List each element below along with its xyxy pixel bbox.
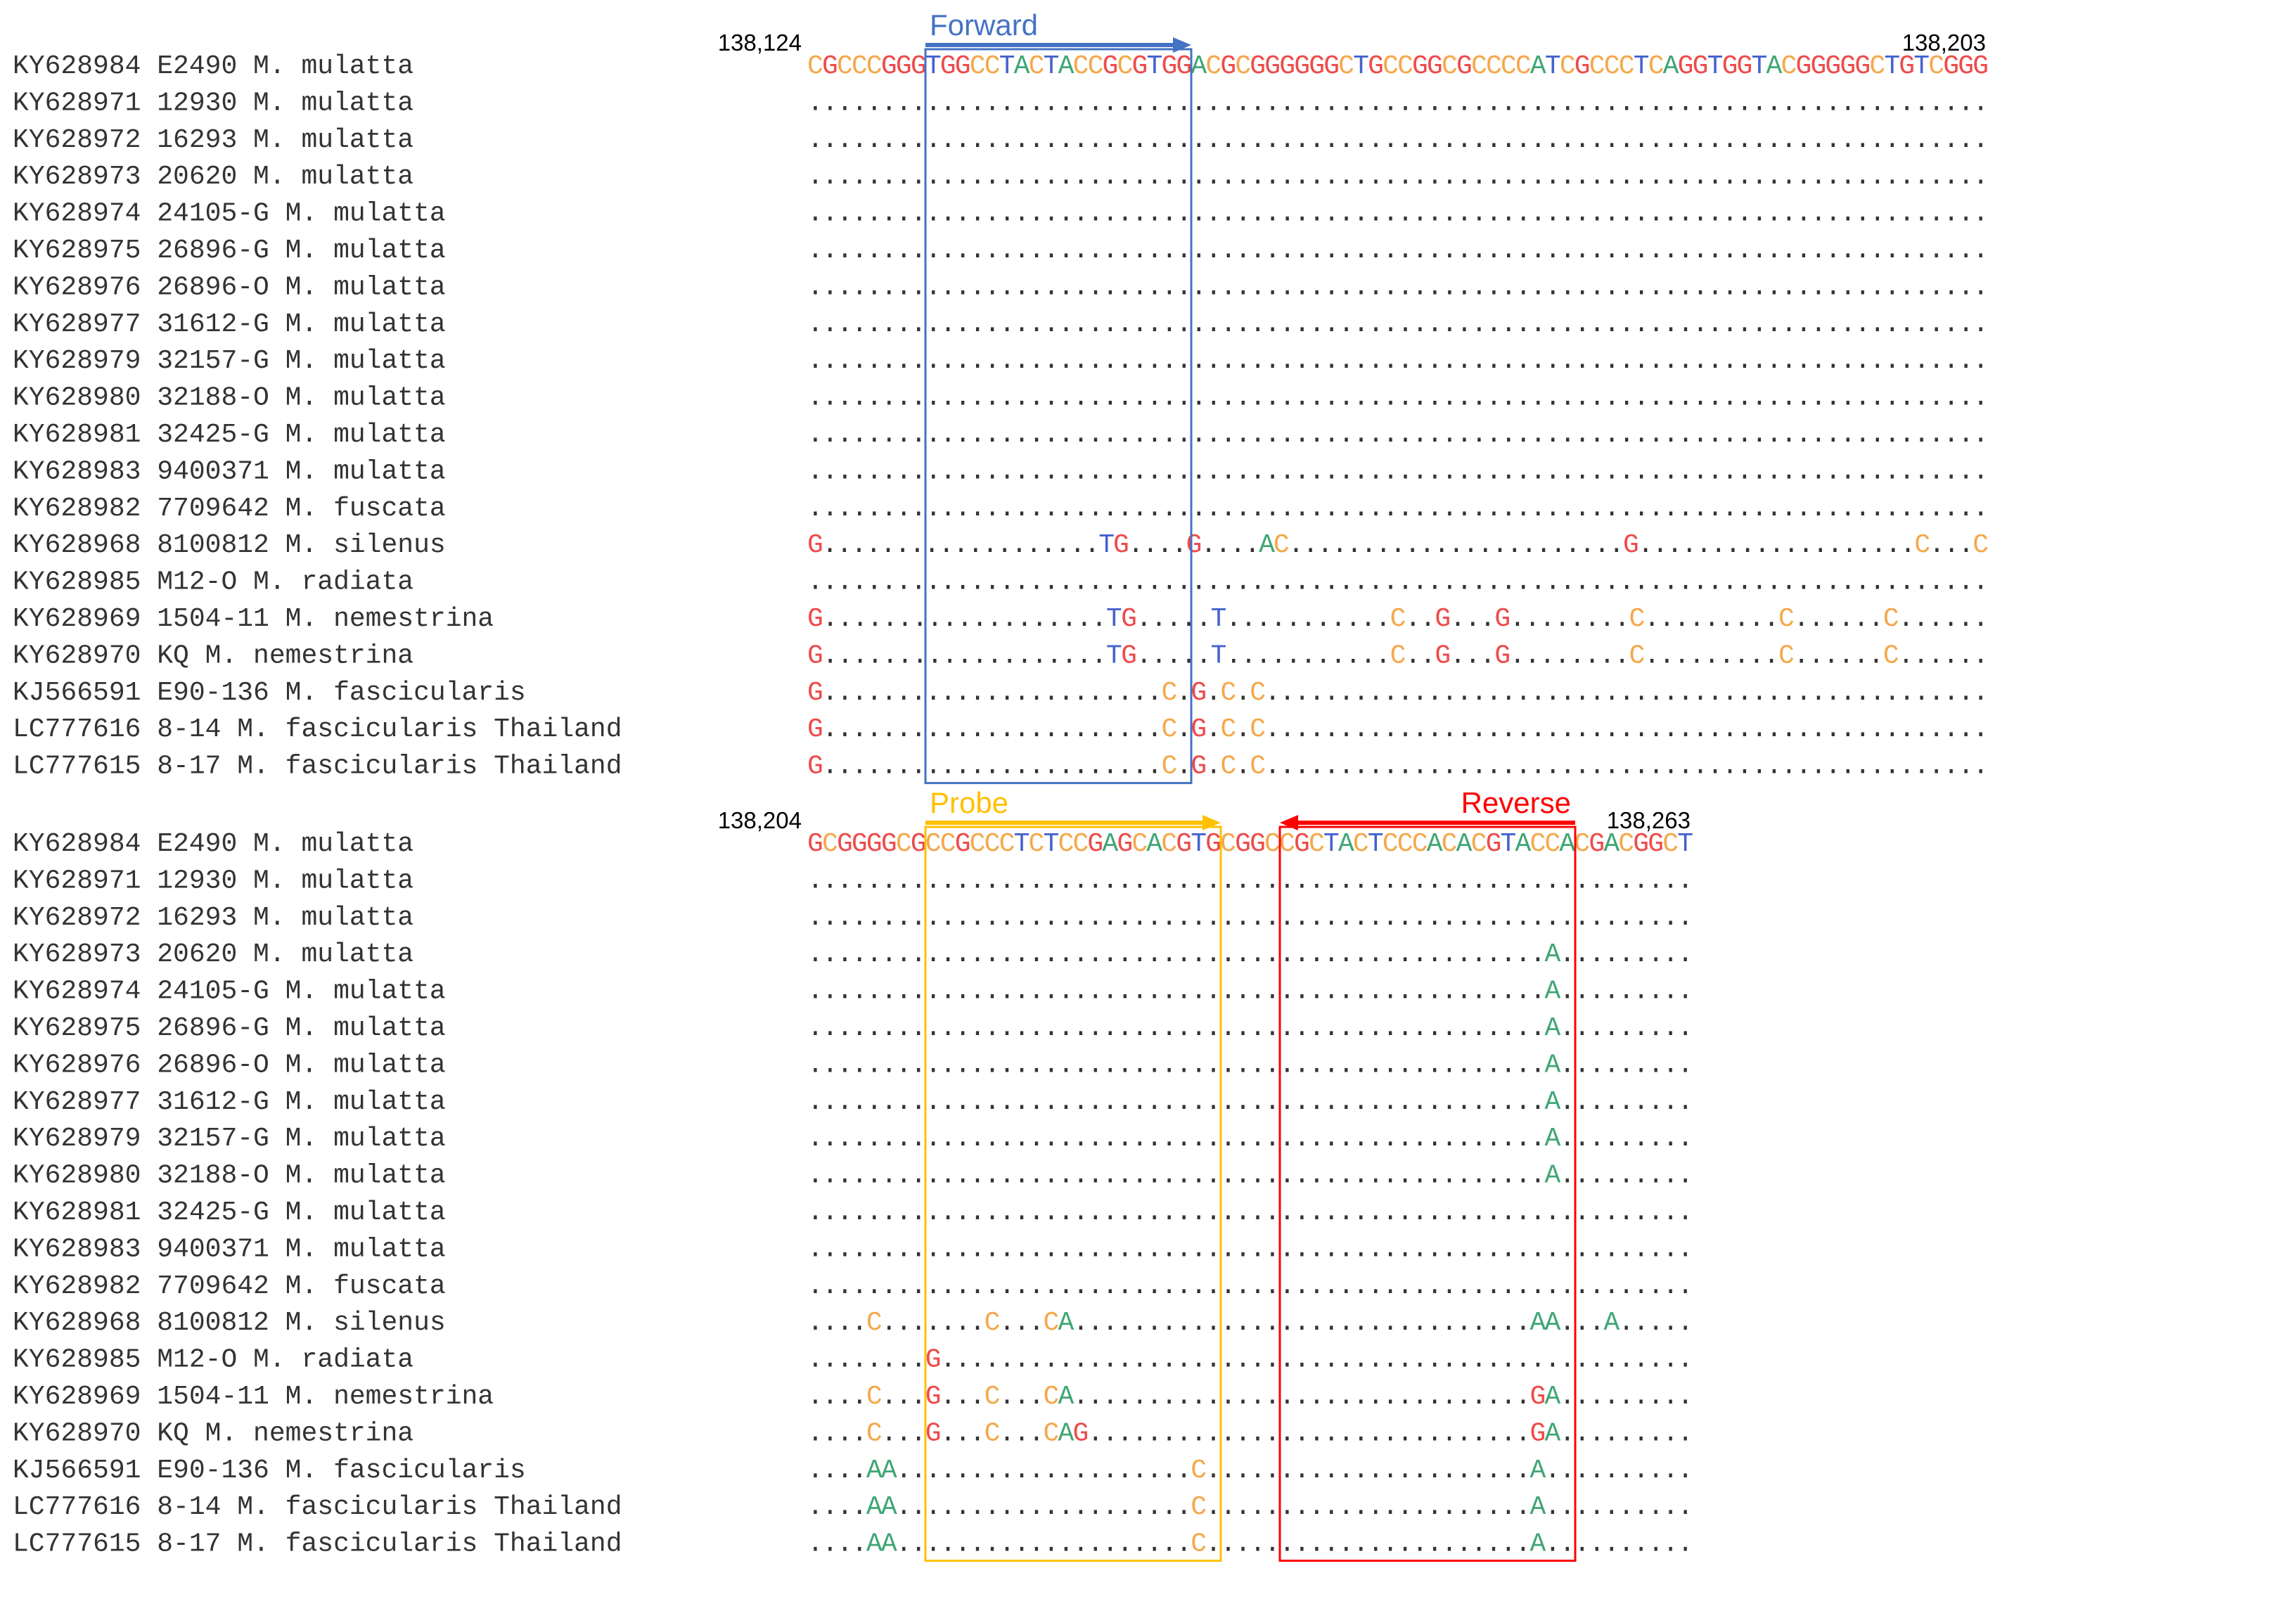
aligned-sequence-row: ........................................…	[807, 456, 1989, 487]
sequence-label: KY628974 24105-G M. mulatta	[13, 977, 446, 1007]
forward-label: Forward	[930, 8, 1038, 41]
end-position-label: 138,203	[1902, 30, 1986, 56]
sequence-label: KY628968 8100812 M. silenus	[13, 530, 446, 560]
aligned-sequence-row: ........................................…	[807, 866, 1693, 896]
aligned-sequence-row: ........................................…	[807, 125, 1989, 155]
sequence-label: KY628971 12930 M. mulatta	[13, 88, 413, 118]
start-position-label: 138,204	[718, 807, 802, 833]
aligned-sequence-row: ........................................…	[807, 383, 1989, 413]
sequence-label: KY628985 M12-O M. radiata	[13, 567, 413, 598]
aligned-sequence-row: ........................................…	[807, 199, 1989, 229]
sequence-label: KY628974 24105-G M. mulatta	[13, 199, 446, 229]
sequence-label: KY628980 32188-O M. mulatta	[13, 1161, 446, 1191]
sequence-label: KY628984 E2490 M. mulatta	[13, 51, 413, 82]
sequence-label: LC777615 8-17 M. fascicularis Thailand	[13, 752, 622, 782]
aligned-sequence-row: ....C.......C...CA......................…	[807, 1308, 1693, 1338]
sequence-label: KY628984 E2490 M. mulatta	[13, 829, 413, 859]
sequence-label: LC777616 8-14 M. fascicularis Thailand	[13, 714, 622, 745]
reference-sequence: GCGGGGCGCCGCCCTCTCCGAGCACGTGCGGCCGCTACTC…	[807, 829, 1693, 859]
aligned-sequence-row: ....AA....................C.............…	[807, 1492, 1693, 1522]
sequence-label: KY628982 7709642 M. fuscata	[13, 1271, 446, 1302]
sequence-label: KY628970 KQ M. nemestrina	[13, 1418, 413, 1449]
sequence-label: KY628979 32157-G M. mulatta	[13, 1124, 446, 1154]
aligned-sequence-row: ....AA....................C.............…	[807, 1456, 1693, 1486]
aligned-sequence-row: ........G...............................…	[807, 1345, 1693, 1375]
start-position-label: 138,124	[718, 30, 802, 56]
aligned-sequence-row: ........................................…	[807, 1124, 1693, 1154]
aligned-sequence-row: ....C...G...C...CA......................…	[807, 1382, 1693, 1412]
end-position-label: 138,263	[1607, 807, 1691, 833]
reverse-label: Reverse	[1461, 786, 1571, 819]
aligned-sequence-row: G...................TG.....T...........C…	[807, 604, 1989, 634]
sequence-label: KY628977 31612-G M. mulatta	[13, 309, 446, 340]
probe-label: Probe	[930, 786, 1008, 819]
aligned-sequence-row: ....AA....................C.............…	[807, 1529, 1693, 1560]
sequence-label: KY628980 32188-O M. mulatta	[13, 383, 446, 413]
probe-arrow	[925, 815, 1221, 830]
aligned-sequence-row: ........................................…	[807, 1234, 1693, 1264]
aligned-sequence-row: ........................................…	[807, 939, 1693, 970]
sequence-label: LC777616 8-14 M. fascicularis Thailand	[13, 1492, 622, 1522]
sequence-label: KY628973 20620 M. mulatta	[13, 939, 413, 970]
aligned-sequence-row: ........................................…	[807, 1050, 1693, 1080]
sequence-label: KY628972 16293 M. mulatta	[13, 903, 413, 933]
sequence-label: KY628969 1504-11 M. nemestrina	[13, 1382, 494, 1412]
sequence-label: KY628985 M12-O M. radiata	[13, 1345, 413, 1375]
aligned-sequence-row: G...................TG....G....AC.......…	[807, 530, 1989, 560]
aligned-sequence-row: ........................................…	[807, 494, 1989, 524]
sequence-label: KY628968 8100812 M. silenus	[13, 1308, 446, 1338]
reverse-arrow	[1280, 815, 1575, 830]
sequence-label: KY628969 1504-11 M. nemestrina	[13, 604, 494, 634]
sequence-label: LC777615 8-17 M. fascicularis Thailand	[13, 1529, 622, 1560]
sequence-label: KY628982 7709642 M. fuscata	[13, 494, 446, 524]
aligned-sequence-row: G.......................C.G.C.C.........…	[807, 678, 1989, 708]
sequence-label: KY628970 KQ M. nemestrina	[13, 641, 413, 671]
sequence-label: KY628973 20620 M. mulatta	[13, 162, 413, 192]
sequence-label: KY628983 9400371 M. mulatta	[13, 456, 446, 487]
forward-region-box	[924, 48, 1193, 785]
aligned-sequence-row: ........................................…	[807, 272, 1989, 302]
aligned-sequence-row: G...................TG.....T...........C…	[807, 641, 1989, 671]
aligned-sequence-row: ........................................…	[807, 1013, 1693, 1043]
probe-region-box	[924, 826, 1222, 1562]
aligned-sequence-row: ........................................…	[807, 88, 1989, 118]
aligned-sequence-row: ........................................…	[807, 162, 1989, 192]
reverse-region-box	[1278, 826, 1577, 1562]
aligned-sequence-row: ........................................…	[807, 346, 1989, 376]
sequence-label: KY628975 26896-G M. mulatta	[13, 1013, 446, 1043]
sequence-label: KY628979 32157-G M. mulatta	[13, 346, 446, 376]
aligned-sequence-row: ........................................…	[807, 1161, 1693, 1191]
sequence-label: KY628977 31612-G M. mulatta	[13, 1087, 446, 1117]
aligned-sequence-row: ....C...G...C...CAG.....................…	[807, 1418, 1693, 1449]
aligned-sequence-row: ........................................…	[807, 977, 1693, 1007]
aligned-sequence-row: G.......................C.G.C.C.........…	[807, 752, 1989, 782]
aligned-sequence-row: ........................................…	[807, 567, 1989, 598]
sequence-label: KY628976 26896-O M. mulatta	[13, 272, 446, 302]
aligned-sequence-row: ........................................…	[807, 1271, 1693, 1302]
sequence-label: KJ566591 E90-136 M. fascicularis	[13, 1456, 526, 1486]
alignment-block-2: KY628984 E2490 M. mulatta KY628971 12930 …	[13, 786, 1693, 1562]
aligned-sequence-row: ........................................…	[807, 903, 1693, 933]
aligned-sequence-row: ........................................…	[807, 1087, 1693, 1117]
sequence-label: KY628976 26896-O M. mulatta	[13, 1050, 446, 1080]
aligned-sequence-row: ........................................…	[807, 1197, 1693, 1228]
reference-sequence: CGCCCGGGTGGCCTACTACCGCGTGGACGCGGGGGGCTGC…	[807, 51, 1989, 82]
sequence-label: KJ566591 E90-136 M. fascicularis	[13, 678, 526, 708]
aligned-sequence-row: ........................................…	[807, 420, 1989, 450]
aligned-sequence-row: G.......................C.G.C.C.........…	[807, 714, 1989, 745]
sequence-label: KY628983 9400371 M. mulatta	[13, 1234, 446, 1264]
sequence-label: KY628981 32425-G M. mulatta	[13, 1197, 446, 1228]
sequence-label: KY628975 26896-G M. mulatta	[13, 236, 446, 266]
sequence-label: KY628981 32425-G M. mulatta	[13, 420, 446, 450]
sequence-label: KY628971 12930 M. mulatta	[13, 866, 413, 896]
sequence-label: KY628972 16293 M. mulatta	[13, 125, 413, 155]
aligned-sequence-row: ........................................…	[807, 236, 1989, 266]
forward-arrow	[925, 37, 1191, 53]
aligned-sequence-row: ........................................…	[807, 309, 1989, 340]
alignment-block-1: KY628984 E2490 M. mulatta KY628971 12930 …	[13, 8, 1989, 785]
